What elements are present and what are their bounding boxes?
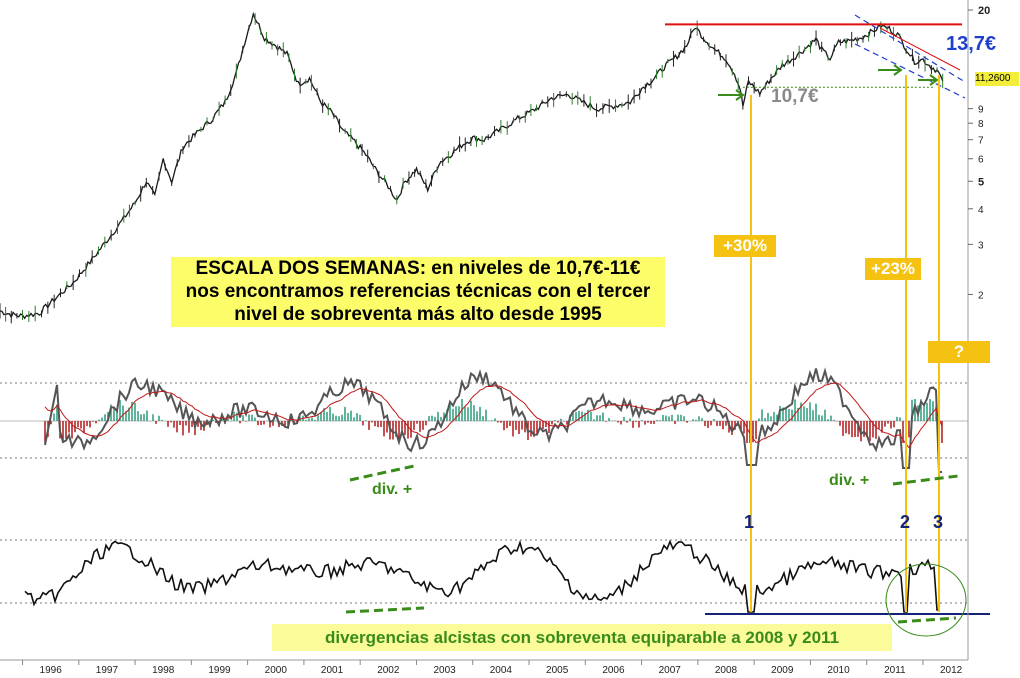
footer-note: divergencias alcistas con sobreventa equ… [272, 624, 892, 651]
y-tick-label: 3 [978, 240, 984, 251]
gain-label-1: +30% [714, 235, 776, 257]
x-tick-label: 2003 [433, 665, 456, 676]
price-panel [0, 11, 944, 324]
divergence-line-macd-left [349, 464, 415, 482]
headline-line-2: nos encontramos referencias técnicas con… [185, 281, 651, 302]
gain-label-2: +23% [865, 258, 921, 280]
oscillator-line [24, 539, 940, 613]
arrow-icon [718, 89, 745, 101]
marker-label-1: 1 [744, 512, 755, 532]
axes: 2 3 4 5 6 7 8 9 20 1996 1997 1998 1999 2000 2001 2002 20… [0, 0, 990, 676]
target-price-label: 13,7€ [946, 33, 997, 55]
y-tick-label: 8 [978, 119, 984, 130]
divergence-label-left: div. + [372, 481, 413, 498]
divergence-line-osc-right [897, 616, 957, 624]
x-tick-label: 2012 [940, 665, 963, 676]
channel-upper [854, 14, 966, 83]
headline-line-1: ESCALA DOS SEMANAS: en niveles de 10,7€-… [195, 258, 641, 279]
divergence-line-macd-right [892, 474, 959, 486]
macd-line [44, 367, 942, 473]
x-tick-label: 1999 [208, 665, 231, 676]
headline-box: ESCALA DOS SEMANAS: en niveles de 10,7€-… [171, 257, 665, 327]
x-tick-label: 2000 [265, 665, 288, 676]
y-tick-label: 6 [978, 155, 984, 166]
marker-label-2: 2 [900, 512, 911, 532]
x-tick-label: 2006 [602, 665, 625, 676]
annotations-overlay [345, 14, 990, 637]
y-tick-label: 9 [978, 105, 984, 116]
x-tick-label: 2004 [490, 665, 513, 676]
x-tick-label: 2011 [884, 665, 906, 676]
x-tick-label: 2008 [715, 665, 738, 676]
highlight-circle [885, 563, 967, 637]
y-tick-label: 7 [978, 136, 984, 147]
gain-label-3: ? [928, 341, 990, 363]
y-tick-label: 4 [978, 205, 984, 216]
support-price-label: 10,7€ [771, 86, 819, 107]
arrow-icon [918, 74, 939, 86]
x-tick-label: 2001 [321, 665, 344, 676]
divergence-line-osc-left [345, 606, 425, 614]
x-tick-label: 2005 [546, 665, 569, 676]
short-downtrend [879, 27, 961, 71]
x-tick-label: 2007 [659, 665, 682, 676]
arrow-icon [878, 64, 903, 76]
y-tick-label: 20 [978, 5, 990, 17]
oscillator-panels [24, 367, 943, 613]
x-tick-label: 1997 [96, 665, 119, 676]
x-tick-label: 1998 [152, 665, 175, 676]
macd-signal-line [44, 382, 943, 449]
marker-label-3: 3 [933, 512, 944, 532]
channel-lower [854, 43, 966, 99]
divergence-label-right: div. + [829, 472, 870, 489]
x-tick-label: 1996 [40, 665, 63, 676]
last-price-badge: 11,2600 [975, 72, 1019, 86]
x-tick-label: 2009 [771, 665, 794, 676]
headline-line-3: nivel de sobreventa más alto desde 1995 [234, 304, 602, 325]
y-tick-label: 2 [978, 290, 984, 301]
x-tick-label: 2010 [827, 665, 850, 676]
x-tick-label: 2002 [377, 665, 400, 676]
y-tick-label: 5 [978, 176, 984, 188]
